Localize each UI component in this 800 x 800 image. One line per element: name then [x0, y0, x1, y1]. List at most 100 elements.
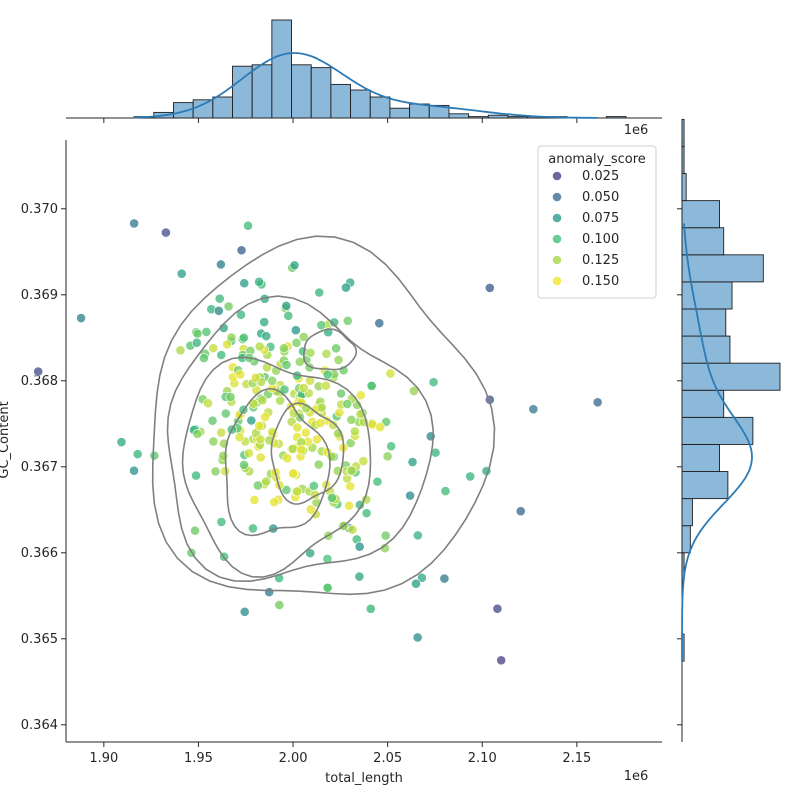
scatter-point	[321, 380, 331, 391]
scatter-point	[260, 412, 270, 422]
right-kde-curve	[681, 223, 753, 662]
scatter-point	[239, 460, 249, 470]
scatter-point	[358, 456, 369, 466]
scatter-point	[248, 523, 258, 534]
scatter-point	[216, 259, 226, 270]
scatter-point	[288, 468, 299, 479]
joint-panel: 1.90 1.95 2.00 2.05 2.10 2.15 0.364 0.365 0.366 0…	[21, 140, 662, 766]
scatter-point	[213, 305, 224, 316]
scatter-point	[267, 375, 278, 386]
scatter-point	[372, 476, 383, 487]
scatter-point	[292, 422, 303, 433]
scatter-point	[298, 383, 309, 393]
scatter-point	[354, 571, 365, 582]
kde-contour	[224, 387, 331, 537]
scatter-point	[283, 310, 294, 321]
scatter-point	[327, 493, 337, 503]
right-hist-bar	[681, 362, 781, 391]
scatter-point	[210, 466, 221, 477]
scatter-point	[321, 348, 332, 359]
right-hist-bar	[681, 254, 764, 283]
scatter-point	[411, 578, 421, 589]
scatter-point	[375, 422, 386, 432]
top-hist-bar	[507, 116, 529, 119]
scatter-point	[385, 368, 396, 379]
scatter-point	[255, 434, 266, 445]
scatter-point	[322, 582, 333, 593]
top-hist-bar	[468, 116, 489, 119]
scatter-point	[331, 343, 342, 354]
kde-contour	[151, 235, 496, 596]
scatter-point	[216, 350, 227, 360]
scatter-point	[305, 504, 316, 515]
kde-contour	[181, 356, 372, 578]
legend-label: 0.100	[582, 232, 619, 247]
scatter-point	[282, 453, 293, 464]
scatter-point	[239, 278, 250, 289]
top-hist-bar	[350, 89, 371, 119]
right-hist-bar	[681, 118, 685, 147]
scatter-point	[329, 317, 340, 328]
scatter-point	[208, 436, 219, 447]
scatter-point	[328, 420, 339, 431]
scatter-point	[345, 438, 356, 448]
scatter-point	[428, 377, 439, 388]
scatter-point	[192, 428, 203, 439]
legend-label: 0.125	[582, 253, 619, 268]
right-hist-bar	[681, 200, 720, 229]
scatter-point	[149, 450, 160, 461]
scatter-point	[132, 449, 143, 460]
scatter-point	[279, 384, 290, 395]
scatter-point	[192, 328, 203, 339]
scatter-point	[341, 282, 351, 293]
scatter-point	[129, 218, 140, 229]
scatter-point	[361, 508, 372, 519]
x-tick-label: 1.90	[89, 751, 118, 766]
scatter-point	[292, 486, 303, 497]
x-tick-label: 2.15	[562, 751, 591, 766]
top-hist-bar	[291, 64, 312, 119]
scatter-point	[346, 414, 357, 425]
x-axis-label: total_length	[325, 771, 403, 786]
kde-contour	[270, 402, 345, 505]
legend-marker	[552, 192, 562, 202]
scatter-point	[289, 260, 300, 271]
scatter-point	[254, 276, 265, 287]
scatter-point	[439, 573, 450, 584]
x-tick-label: 2.00	[279, 751, 308, 766]
scatter-point	[291, 337, 302, 348]
right-hist-bar	[681, 525, 691, 554]
scatter-point	[412, 530, 423, 541]
scatter-point	[281, 485, 292, 495]
legend-label: 0.025	[582, 169, 619, 184]
top-hist-bar	[192, 99, 214, 119]
scatter-point	[305, 548, 316, 559]
scatter-point	[254, 421, 265, 431]
legend-label: 0.050	[582, 190, 619, 205]
scatter-point	[484, 283, 495, 293]
scatter-point	[250, 372, 261, 383]
top-hist-bar	[409, 103, 430, 119]
right-hist-bar	[681, 498, 693, 527]
scatter-point	[160, 227, 171, 238]
x-offset-label: 1e6	[624, 769, 649, 784]
legend-label: 0.075	[582, 211, 619, 226]
scatter-point	[440, 486, 451, 496]
scatter-point	[259, 317, 270, 327]
scatter-point	[412, 632, 423, 643]
scatter-point	[243, 448, 254, 459]
scatter-point	[528, 404, 539, 415]
scatter-point	[236, 245, 247, 256]
right-hist-bar	[681, 227, 725, 256]
scatter-point	[238, 332, 249, 343]
scatter-point	[116, 437, 127, 447]
x-tick-label: 1.95	[184, 751, 213, 766]
scatter-point	[382, 451, 393, 462]
scatter-point	[425, 431, 436, 442]
right-hist-bar	[681, 471, 729, 500]
scatter-point	[380, 530, 391, 541]
scatter-point	[246, 415, 257, 426]
legend-marker	[552, 276, 562, 286]
scatter-point	[191, 337, 202, 348]
right-hist-bar	[681, 308, 727, 337]
